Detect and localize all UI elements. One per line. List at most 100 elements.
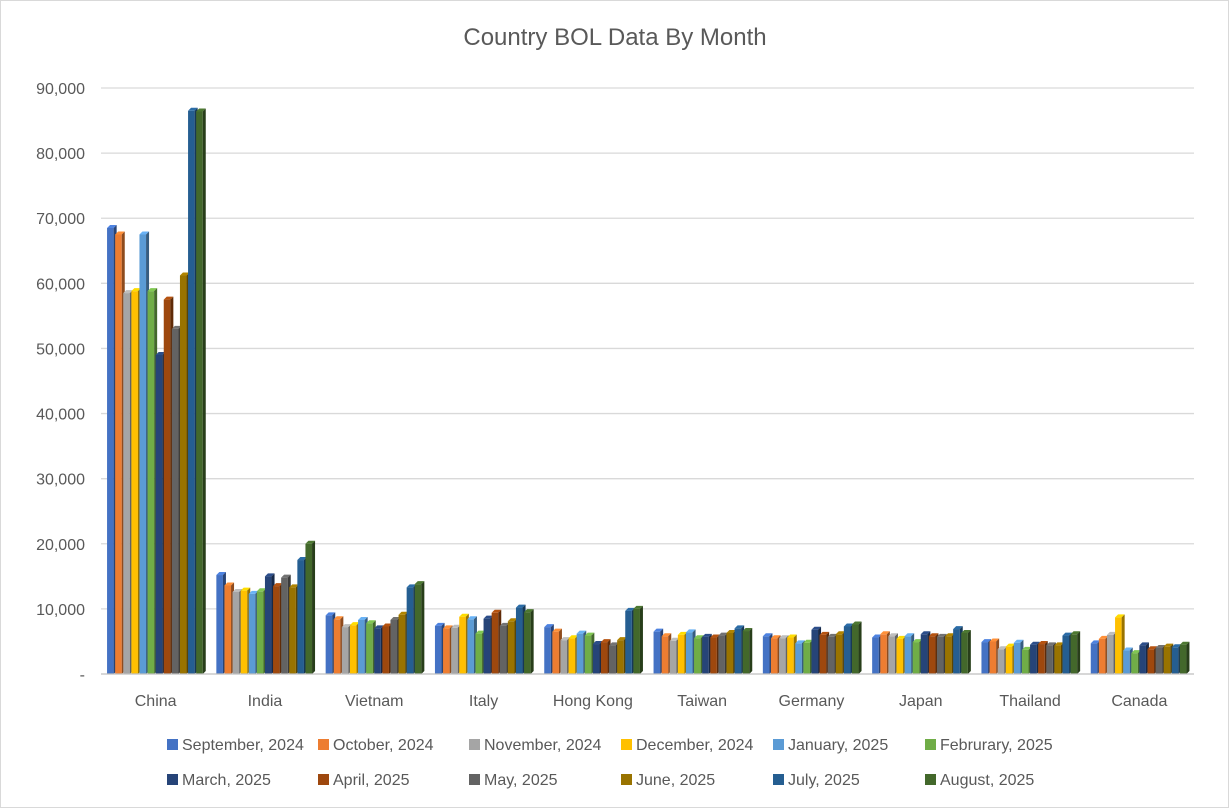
bar-top — [609, 642, 619, 646]
legend-label: December, 2024 — [636, 737, 754, 754]
legend-label: July, 2025 — [788, 772, 860, 789]
bar-top — [467, 616, 477, 620]
bar-face — [710, 637, 717, 674]
chart-title: Country BOL Data By Month — [463, 24, 766, 51]
bar-face — [552, 631, 559, 674]
bar-face — [1123, 650, 1130, 674]
legend-item: July, 2025 — [773, 772, 860, 789]
bar-face — [390, 619, 398, 674]
bar-top — [945, 633, 955, 637]
bar-face — [904, 636, 912, 674]
bar-top — [811, 626, 822, 630]
legend-label: January, 2025 — [788, 737, 888, 754]
bar-side — [1186, 641, 1190, 674]
bar-face — [544, 627, 551, 674]
y-tick-label: 30,000 — [36, 472, 85, 489]
y-tick-label: 90,000 — [36, 81, 85, 98]
bar-face — [374, 628, 381, 674]
bar — [742, 628, 753, 674]
bar-top — [515, 604, 526, 608]
legend-label: September, 2024 — [182, 737, 304, 754]
bar-face — [795, 643, 802, 674]
bar-face — [770, 638, 778, 674]
bar-face — [702, 636, 709, 674]
legend-item: April, 2025 — [318, 772, 410, 789]
legend-item: November, 2024 — [469, 737, 602, 754]
bar-face — [163, 299, 171, 674]
bar-top — [560, 637, 571, 641]
bar-top — [880, 631, 890, 635]
bar-face — [434, 625, 442, 674]
bar-top — [366, 620, 376, 624]
legend-item: May, 2025 — [469, 772, 558, 789]
bar-face — [325, 615, 333, 674]
bar-top — [123, 290, 133, 294]
bar-face — [576, 633, 584, 674]
bar — [1070, 631, 1081, 674]
bar-face — [1021, 649, 1029, 674]
bar-face — [734, 628, 742, 674]
bar-top — [827, 633, 838, 637]
legend-swatch — [318, 739, 329, 750]
legend-item: June, 2025 — [621, 772, 715, 789]
bar-side — [858, 621, 862, 674]
bar-face — [661, 636, 669, 674]
legend-swatch — [773, 774, 784, 785]
bar-top — [248, 590, 259, 594]
legend-swatch — [621, 739, 632, 750]
bar-top — [297, 557, 307, 561]
bar-top — [1163, 643, 1174, 647]
bar-face — [139, 234, 147, 674]
bar-top — [685, 629, 696, 633]
bar-top — [742, 628, 753, 632]
bar-top — [483, 615, 494, 619]
bar-face — [568, 638, 576, 674]
bar-top — [1179, 641, 1190, 645]
bar-face — [936, 636, 944, 674]
legend-swatch — [469, 774, 480, 785]
bar-top — [115, 231, 125, 235]
bar-face — [787, 637, 794, 674]
bar-top — [443, 625, 453, 629]
bar-face — [981, 642, 989, 674]
bar-top — [1131, 650, 1141, 654]
bar-face — [273, 586, 280, 674]
bar-top — [803, 639, 813, 643]
bar-face — [1147, 649, 1155, 674]
y-tick-label: 50,000 — [36, 341, 85, 358]
bar-top — [734, 625, 745, 629]
legend-label: May, 2025 — [484, 772, 558, 789]
legend-swatch — [621, 774, 632, 785]
bar-face — [953, 629, 960, 674]
bar-top — [1005, 643, 1016, 647]
bar-top — [1013, 639, 1024, 643]
bar-face — [742, 631, 750, 674]
bar-face — [928, 636, 936, 674]
bar-face — [779, 638, 786, 674]
bar-face — [633, 608, 640, 674]
bar-top — [1046, 642, 1056, 646]
bar-face — [669, 640, 677, 674]
bar-face — [115, 234, 122, 674]
bar-top — [544, 624, 554, 628]
bar-face — [256, 591, 264, 674]
legend-swatch — [469, 739, 480, 750]
bar-face — [762, 636, 770, 674]
legend-swatch — [773, 739, 784, 750]
bar-face — [289, 587, 296, 674]
legend-swatch — [167, 774, 178, 785]
bar-top — [163, 296, 174, 300]
bar — [633, 605, 643, 674]
bar-top — [997, 646, 1008, 650]
legend-label: March, 2025 — [182, 772, 271, 789]
bar-face — [281, 577, 288, 674]
x-tick-label: China — [135, 693, 177, 710]
bar-face — [107, 227, 114, 674]
bar-face — [997, 649, 1005, 674]
bar-top — [961, 629, 971, 633]
bar-top — [131, 288, 141, 292]
bar-face — [872, 637, 879, 674]
bar-face — [366, 623, 373, 674]
bar-top — [1115, 614, 1125, 618]
